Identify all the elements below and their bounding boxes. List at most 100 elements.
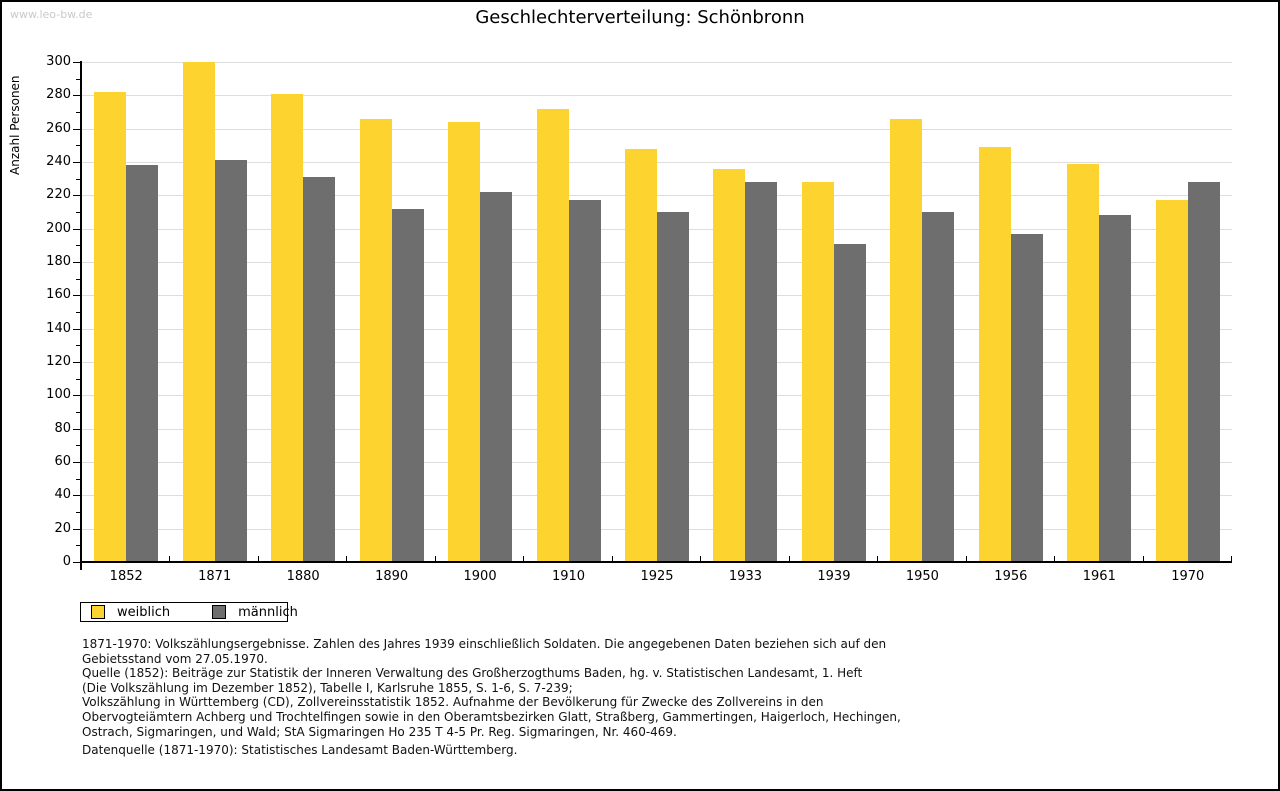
datenquelle-note: Datenquelle (1871-1970): Statistisches L… xyxy=(82,743,518,757)
y-tick-minor xyxy=(76,545,81,547)
x-tick-label: 1852 xyxy=(109,569,143,584)
x-tick xyxy=(1231,556,1232,562)
y-tick-minor xyxy=(76,512,81,513)
x-tick xyxy=(257,556,259,562)
bar-männlich-1900 xyxy=(480,192,513,562)
source-note-line: Volkszählung in Württemberg (CD), Zollve… xyxy=(82,695,824,710)
gridline xyxy=(82,128,1232,130)
legend-swatch-maennlich xyxy=(212,605,227,619)
y-tick-minor xyxy=(76,178,81,180)
source-note-line: 1871-1970: Volkszählungsergebnisse. Zahl… xyxy=(82,637,887,651)
y-tick-minor xyxy=(76,112,81,113)
x-tick-label: 1970 xyxy=(1171,569,1205,584)
x-tick xyxy=(965,556,967,562)
x-tick xyxy=(523,556,525,562)
bar-weiblich-1956 xyxy=(978,147,1011,562)
y-tick xyxy=(73,195,81,197)
bar-weiblich-1880 xyxy=(271,93,304,562)
gridline xyxy=(82,195,1232,197)
y-tick-minor xyxy=(76,378,81,380)
y-tick xyxy=(73,228,81,230)
y-tick xyxy=(73,395,81,397)
bar-männlich-1950 xyxy=(922,212,955,562)
x-tick-label: 1956 xyxy=(994,569,1028,584)
y-tick-minor xyxy=(76,312,81,313)
y-tick xyxy=(73,462,81,463)
y-tick-label: 60 xyxy=(54,454,71,469)
y-tick-minor xyxy=(76,212,81,213)
x-tick xyxy=(169,556,171,562)
y-tick-label: 80 xyxy=(54,420,71,436)
y-tick-label: 140 xyxy=(46,320,71,336)
y-axis xyxy=(80,61,82,570)
x-tick xyxy=(346,556,348,562)
y-tick-label: 20 xyxy=(54,520,71,536)
x-tick xyxy=(877,556,879,562)
x-tick-label: 1871 xyxy=(198,569,232,584)
bar-männlich-1871 xyxy=(214,160,247,562)
bar-weiblich-1970 xyxy=(1155,200,1188,562)
chart-title: Geschlechterverteilung: Schönbronn xyxy=(475,7,805,28)
bar-männlich-1852 xyxy=(126,165,159,562)
y-tick xyxy=(73,62,81,63)
y-tick xyxy=(73,528,81,530)
x-tick-label: 1910 xyxy=(551,569,586,584)
bar-weiblich-1961 xyxy=(1067,163,1100,562)
x-tick xyxy=(1054,556,1056,562)
source-note-line: (Die Volkszählung im Dezember 1852), Tab… xyxy=(82,680,573,695)
x-axis xyxy=(80,561,1232,563)
y-tick-minor xyxy=(76,345,81,347)
y-tick-label: 200 xyxy=(46,220,71,236)
bar-männlich-1939 xyxy=(833,243,866,562)
gridline xyxy=(82,95,1232,97)
y-tick xyxy=(73,95,81,97)
bar-männlich-1890 xyxy=(391,208,424,562)
y-tick xyxy=(73,128,81,130)
x-tick-label: 1925 xyxy=(640,569,674,584)
legend-box: weiblich männlich xyxy=(80,602,298,622)
x-tick xyxy=(1142,556,1144,562)
x-tick-label: 1900 xyxy=(463,569,497,584)
y-tick xyxy=(73,262,81,263)
y-tick-label: 160 xyxy=(46,287,71,303)
y-tick-minor xyxy=(76,478,81,480)
y-tick xyxy=(73,328,81,330)
bar-männlich-1910 xyxy=(568,200,601,562)
y-tick-minor xyxy=(76,445,81,447)
x-tick xyxy=(611,556,613,562)
y-tick-minor xyxy=(76,245,81,247)
y-tick-minor xyxy=(76,78,81,80)
x-tick xyxy=(434,556,436,562)
y-tick-minor xyxy=(76,412,81,413)
source-note-line: Ostrach, Sigmaringen, und Wald; StA Sigm… xyxy=(82,724,677,739)
x-tick-label: 1890 xyxy=(375,569,409,584)
x-tick-label: 1933 xyxy=(728,569,762,584)
legend-label-weiblich: weiblich xyxy=(117,604,171,620)
y-tick xyxy=(73,362,81,363)
bar-weiblich-1900 xyxy=(448,122,481,562)
legend-label-maennlich: männlich xyxy=(238,604,298,620)
bar-weiblich-1871 xyxy=(182,62,215,562)
x-tick-label: 1950 xyxy=(905,569,939,584)
x-tick-label: 1961 xyxy=(1082,569,1116,584)
y-tick xyxy=(73,562,81,563)
y-tick-label: 220 xyxy=(46,187,71,203)
bar-männlich-1925 xyxy=(657,212,689,562)
y-tick xyxy=(73,162,81,163)
source-notes: 1871-1970: Volkszählungsergebnisse. Zahl… xyxy=(82,637,1212,739)
source-note-line: Gebietsstand vom 27.05.1970. xyxy=(82,651,268,666)
x-tick xyxy=(700,556,702,562)
y-tick-minor xyxy=(76,145,81,147)
y-tick-label: 40 xyxy=(54,487,71,503)
bar-weiblich-1910 xyxy=(536,108,569,562)
y-tick-label: 260 xyxy=(46,120,71,136)
legend-swatch-weiblich xyxy=(91,605,105,619)
bar-weiblich-1939 xyxy=(801,182,834,562)
bar-männlich-1880 xyxy=(303,177,336,562)
bar-männlich-1961 xyxy=(1099,215,1132,562)
y-tick-label: 300 xyxy=(46,54,71,69)
gridline xyxy=(82,162,1232,163)
bar-weiblich-1890 xyxy=(359,118,392,562)
y-tick-label: 100 xyxy=(46,387,71,403)
